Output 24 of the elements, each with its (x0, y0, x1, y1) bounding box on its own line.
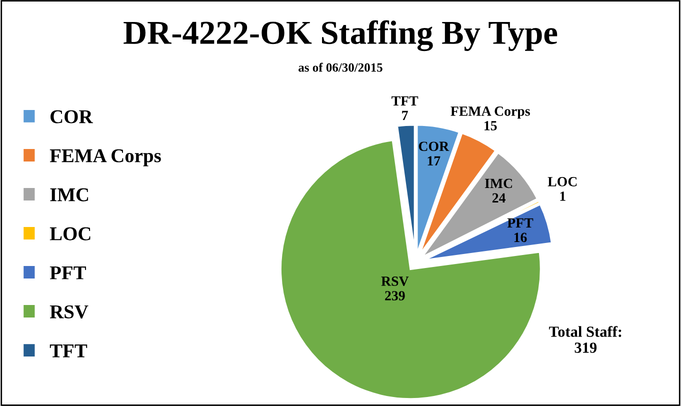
legend-label: PFT (50, 266, 86, 280)
data-label: 15 (484, 121, 497, 130)
data-label: 17 (428, 156, 440, 166)
slice-label: PFT (507, 218, 534, 228)
slice-label: COR (418, 142, 450, 152)
text: Total Staff: 319 (549, 326, 622, 353)
data-label: 16 (514, 232, 527, 242)
legend-label: FEMA Corps (50, 149, 161, 166)
chart-subtitle: as of 06/30/2015 (298, 62, 382, 72)
slice-label: IMC (485, 178, 512, 188)
slice-label: FEMA Corps (450, 106, 530, 119)
data-label: 24 (492, 193, 506, 202)
data-label: 1 (560, 192, 566, 201)
legend-label: RSV (50, 305, 88, 318)
legend-label: TFT (50, 344, 88, 358)
chart-title: DR-4222-OK Staffing By Type (124, 20, 558, 52)
data-label: 7 (402, 110, 408, 120)
legend-label: IMC (50, 188, 88, 202)
slice-label: LOC (548, 177, 577, 186)
legend-label: COR (50, 110, 93, 124)
slice-label: RSV (381, 276, 409, 286)
data-label: 239 (385, 291, 405, 300)
slice-label: TFT (392, 96, 418, 106)
legend-label: LOC (50, 227, 90, 240)
